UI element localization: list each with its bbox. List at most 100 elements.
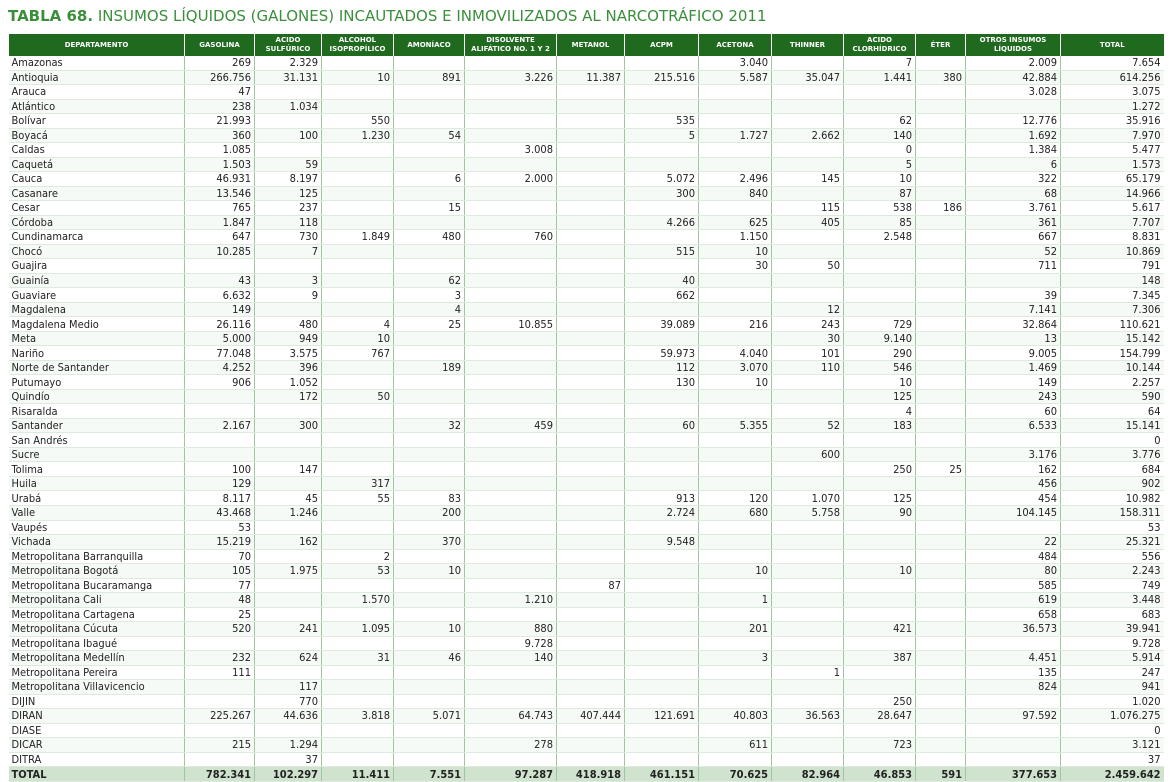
table-cell: 949 [254, 331, 322, 347]
table-cell [915, 128, 966, 144]
table-cell [771, 621, 844, 637]
table-cell: 421 [843, 621, 916, 637]
row-label: Metropolitana Barranquilla [8, 549, 185, 565]
table-cell [464, 113, 557, 129]
row-label: Arauca [8, 84, 185, 100]
table-cell: 215.516 [624, 70, 699, 86]
table-cell [915, 549, 966, 565]
table-cell [321, 694, 394, 710]
table-cell [624, 650, 699, 666]
table-cell [321, 84, 394, 100]
col-header-acido-clorhidrico: ACIDO CLORHÍDRICO [843, 34, 916, 56]
table-cell [393, 258, 465, 274]
table-row: Cundinamarca 647 730 1.849 480 760 1.150 2.548 6… [8, 229, 1164, 245]
table-cell [556, 621, 625, 637]
table-cell [464, 302, 557, 318]
table-cell [393, 636, 465, 652]
row-label: Córdoba [8, 215, 185, 231]
table-cell [624, 403, 699, 419]
total-label: TOTAL [8, 766, 185, 782]
table-cell: 2.257 [1060, 374, 1164, 390]
table-cell: 6.632 [184, 287, 255, 303]
table-cell: 5.587 [698, 70, 772, 86]
table-cell: 941 [1060, 679, 1164, 695]
table-cell [843, 723, 916, 739]
row-label: Valle [8, 505, 185, 521]
table-cell: 100 [184, 461, 255, 477]
table-cell [624, 621, 699, 637]
table-row: Metropolitana Bucaramanga 77 87 585 749 [8, 578, 1164, 594]
table-cell [556, 476, 625, 492]
table-cell [464, 99, 557, 115]
table-cell [624, 723, 699, 739]
table-cell [184, 723, 255, 739]
table-cell: 25.321 [1060, 534, 1164, 550]
table-cell [624, 84, 699, 100]
table-cell: 13.546 [184, 186, 255, 202]
table-cell [624, 461, 699, 477]
table-cell: 4 [321, 316, 394, 332]
table-cell [915, 447, 966, 463]
table-cell [254, 432, 322, 448]
table-cell [464, 665, 557, 681]
table-cell [184, 694, 255, 710]
table-cell: 10 [843, 171, 916, 187]
table-cell: 101 [771, 345, 844, 361]
table-cell [321, 157, 394, 173]
table-cell [321, 374, 394, 390]
table-cell: 456 [965, 476, 1061, 492]
table-cell [771, 679, 844, 695]
table-cell: 6 [393, 171, 465, 187]
table-cell [393, 56, 465, 71]
col-header-amoniaco: AMONÍACO [393, 34, 465, 56]
table-cell: 162 [254, 534, 322, 550]
table-cell [464, 56, 557, 71]
table-cell [843, 578, 916, 594]
table-cell: 10.855 [464, 316, 557, 332]
table-cell: 10 [393, 563, 465, 579]
header-row: DEPARTAMENTO GASOLINA ACIDO SULFÚRICO AL… [8, 34, 1164, 56]
table-cell [393, 215, 465, 231]
table-cell: 53 [1060, 520, 1164, 535]
table-cell: 1.692 [965, 128, 1061, 144]
row-label: Guajira [8, 258, 185, 274]
table-cell [556, 607, 625, 623]
table-cell [771, 549, 844, 565]
row-label: DICAR [8, 737, 185, 753]
row-label: Guaviare [8, 287, 185, 303]
table-cell: 37 [1060, 752, 1164, 768]
table-cell: 770 [254, 694, 322, 710]
row-label: Metropolitana Cali [8, 592, 185, 608]
table-cell: 31 [321, 650, 394, 666]
page: TABLA 68. INSUMOS LÍQUIDOS (GALONES) INC… [8, 7, 1164, 782]
table-row: Metropolitana Bogotá 105 1.975 53 10 10 10 80 2.… [8, 563, 1164, 579]
table-cell [556, 113, 625, 129]
table-cell: 10 [698, 563, 772, 579]
table-cell [464, 447, 557, 463]
table-cell [698, 607, 772, 623]
table-cell: 62 [393, 273, 465, 289]
table-cell [556, 737, 625, 753]
table-row: Metropolitana Medellín 232 624 31 46 140 3 387 4… [8, 650, 1164, 666]
table-cell: 662 [624, 287, 699, 303]
table-row: Magdalena 149 4 12 7.141 7.306 [8, 302, 1164, 318]
table-cell: 53 [184, 520, 255, 535]
table-row: Antioquia 266.756 31.131 10 891 3.226 11.387 21… [8, 70, 1164, 86]
table-cell [698, 549, 772, 565]
table-cell [556, 200, 625, 216]
table-row: Guainía 43 3 62 40 148 [8, 273, 1164, 289]
table-cell [321, 215, 394, 231]
table-cell: 250 [843, 694, 916, 710]
table-cell [556, 723, 625, 739]
table-cell: 36.563 [771, 708, 844, 724]
table-cell [321, 360, 394, 376]
table-cell: 680 [698, 505, 772, 521]
table-cell [556, 418, 625, 434]
table-cell [254, 447, 322, 463]
table-cell [321, 665, 394, 681]
table-cell: 2.009 [965, 56, 1061, 71]
table-cell: 44.636 [254, 708, 322, 724]
table-cell [915, 708, 966, 724]
table-cell [393, 374, 465, 390]
row-label: Metropolitana Pereira [8, 665, 185, 681]
